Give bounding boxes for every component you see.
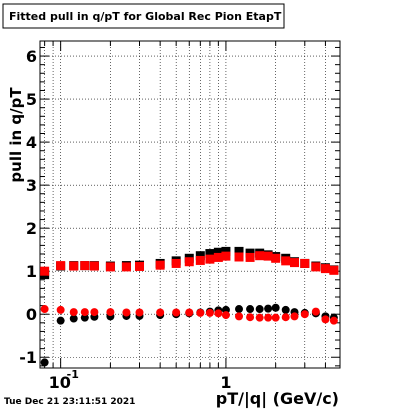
y-tick-label: 6 xyxy=(26,47,37,66)
data-point xyxy=(90,308,99,317)
data-point xyxy=(246,313,255,322)
data-point xyxy=(300,310,309,319)
data-point xyxy=(106,308,115,317)
x-tick-label: 10 xyxy=(49,373,71,392)
data-point xyxy=(255,251,265,261)
data-point xyxy=(80,308,89,317)
data-point xyxy=(281,313,290,322)
data-point xyxy=(271,303,280,312)
data-point xyxy=(311,262,321,272)
data-point xyxy=(329,265,339,275)
timestamp: Tue Dec 21 23:11:51 2021 xyxy=(4,397,135,407)
y-tick-label: 4 xyxy=(26,133,37,152)
data-point xyxy=(213,247,223,257)
data-point xyxy=(281,256,291,266)
data-point xyxy=(105,262,115,272)
y-axis-label: pull in q/pT xyxy=(7,87,25,183)
data-point xyxy=(263,251,273,261)
data-point xyxy=(320,264,330,274)
data-point xyxy=(235,312,244,321)
data-point xyxy=(264,304,273,313)
data-point xyxy=(321,315,330,324)
data-point xyxy=(122,308,131,317)
data-point xyxy=(40,305,49,314)
plot-frame xyxy=(39,40,341,369)
y-tick-label: 3 xyxy=(26,176,37,195)
data-point xyxy=(135,261,145,271)
data-point xyxy=(245,252,255,262)
data-point xyxy=(290,258,300,268)
data-point xyxy=(56,316,65,325)
y-tick-label: 5 xyxy=(26,90,37,109)
data-point xyxy=(255,305,264,314)
data-point xyxy=(221,251,231,261)
data-point xyxy=(69,261,79,271)
data-point xyxy=(171,258,181,268)
data-point xyxy=(56,261,66,271)
data-point xyxy=(300,258,310,268)
data-point xyxy=(205,308,214,317)
y-tick-label: 2 xyxy=(26,219,37,238)
data-point xyxy=(80,261,90,271)
data-point xyxy=(234,252,244,262)
data-point xyxy=(271,253,281,263)
data-point xyxy=(185,308,194,317)
y-tick-label: -1 xyxy=(19,348,37,367)
data-point xyxy=(69,314,78,323)
x-tick-label-exponent: -1 xyxy=(67,368,79,381)
data-point xyxy=(195,255,205,265)
data-point xyxy=(214,309,223,318)
data-point xyxy=(172,308,181,317)
data-point xyxy=(80,313,89,322)
data-point xyxy=(89,261,99,271)
chart-title: Fitted pull in q/pT for Global Rec Pion … xyxy=(9,10,282,23)
data-point xyxy=(205,249,215,259)
data-point xyxy=(196,308,205,317)
data-points xyxy=(40,246,339,367)
x-axis-label: pT/|q| (GeV/c) xyxy=(216,389,339,409)
data-point xyxy=(281,305,290,314)
data-point xyxy=(40,358,49,367)
data-point xyxy=(195,251,205,261)
data-point xyxy=(271,313,280,322)
y-tick-label: 0 xyxy=(26,305,37,324)
data-point xyxy=(155,260,165,270)
data-point xyxy=(311,307,320,316)
title-box xyxy=(2,3,285,29)
data-point xyxy=(135,308,144,317)
axis-ticks xyxy=(40,41,340,368)
grid-lines xyxy=(40,41,340,368)
data-point xyxy=(234,246,244,256)
data-point xyxy=(235,305,244,314)
data-point xyxy=(184,257,194,267)
data-point xyxy=(69,308,78,317)
data-point xyxy=(56,305,65,314)
data-point xyxy=(255,313,264,322)
data-point xyxy=(205,254,215,264)
data-point xyxy=(221,311,230,320)
x-tick-label: 1 xyxy=(220,373,231,392)
y-tick-label: 1 xyxy=(26,262,37,281)
data-point xyxy=(246,305,255,314)
data-point xyxy=(329,316,338,325)
data-point xyxy=(121,262,131,272)
data-point xyxy=(156,308,165,317)
data-point xyxy=(213,252,223,262)
data-point xyxy=(290,312,299,321)
data-point xyxy=(40,266,50,276)
data-point xyxy=(264,313,273,322)
data-point xyxy=(221,246,231,256)
